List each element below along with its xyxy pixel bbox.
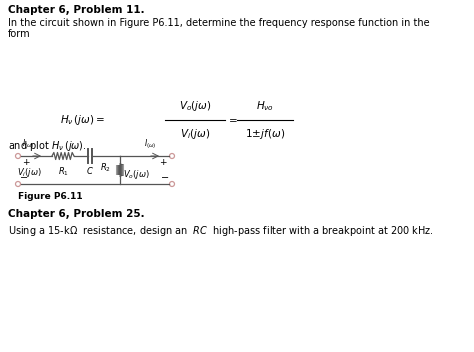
- Text: −: −: [161, 173, 169, 183]
- Text: $C$: $C$: [86, 165, 94, 176]
- Text: $=$: $=$: [226, 115, 238, 125]
- Text: Using a 15-k$\Omega$  resistance, design an  $\mathit{RC}$  high-pass filter wit: Using a 15-k$\Omega$ resistance, design …: [8, 224, 434, 238]
- Text: $H_{\nu o}$: $H_{\nu o}$: [256, 99, 274, 113]
- Text: $V_o(j\omega)$: $V_o(j\omega)$: [179, 99, 211, 113]
- Text: $R_1$: $R_1$: [57, 165, 68, 177]
- Text: $1\!\pm\! jf(\omega)$: $1\!\pm\! jf(\omega)$: [245, 127, 285, 141]
- Text: +: +: [159, 158, 167, 167]
- Text: Chapter 6, Problem 25.: Chapter 6, Problem 25.: [8, 209, 145, 219]
- Text: +: +: [22, 158, 29, 167]
- Text: In the circuit shown in Figure P6.11, determine the frequency response function : In the circuit shown in Figure P6.11, de…: [8, 18, 429, 28]
- Text: Chapter 6, Problem 11.: Chapter 6, Problem 11.: [8, 5, 145, 15]
- Text: and plot $H_{\nu}\,(j\omega)$.: and plot $H_{\nu}\,(j\omega)$.: [8, 139, 87, 153]
- Text: −: −: [20, 173, 28, 183]
- Text: $V_o(j\omega)$: $V_o(j\omega)$: [123, 168, 150, 181]
- Text: $I_{(\omega)}$: $I_{(\omega)}$: [22, 137, 35, 151]
- Text: $H_{\nu}\,(j\omega) =$: $H_{\nu}\,(j\omega) =$: [60, 113, 105, 127]
- Text: $R_2$: $R_2$: [100, 162, 111, 174]
- Text: $V_i(j\omega)$: $V_i(j\omega)$: [17, 166, 42, 179]
- Text: form: form: [8, 29, 31, 39]
- Text: Figure P6.11: Figure P6.11: [18, 192, 82, 201]
- Text: $I_{(\omega)}$: $I_{(\omega)}$: [144, 137, 156, 151]
- Text: $V_i(j\omega)$: $V_i(j\omega)$: [180, 127, 210, 141]
